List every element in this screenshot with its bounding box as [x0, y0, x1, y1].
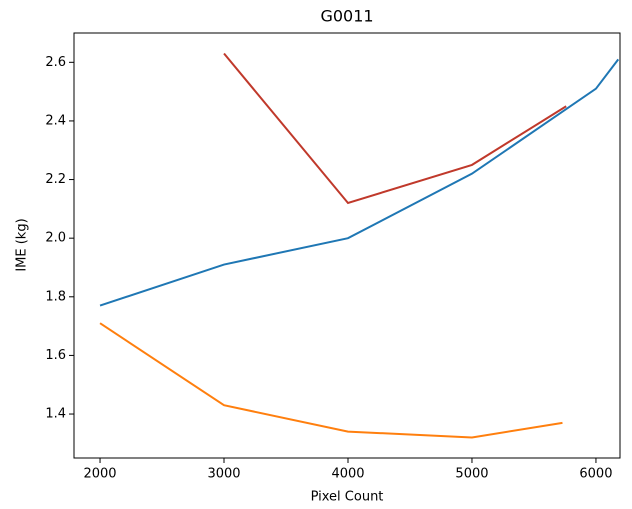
x-tick-label: 6000 [579, 467, 612, 482]
plot-frame [73, 32, 621, 459]
x-tick-label: 5000 [455, 467, 488, 482]
line-series [99, 58, 620, 307]
x-tick-label: 3000 [207, 467, 240, 482]
y-tick-label: 1.6 [45, 348, 66, 363]
line-series [99, 322, 563, 439]
chart-title: G0011 [320, 7, 373, 26]
y-axis-label: IME (kg) [15, 218, 30, 271]
x-axis-label: Pixel Count [311, 490, 384, 505]
y-tick-label: 1.8 [45, 289, 66, 304]
y-tick-label: 2.2 [45, 172, 66, 187]
x-tick-label: 4000 [331, 467, 364, 482]
x-tick-label: 2000 [83, 467, 116, 482]
y-tick-label: 2.6 [45, 55, 66, 70]
y-tick-label: 1.4 [45, 407, 66, 422]
y-tick-label: 2.4 [45, 113, 66, 128]
y-tick-label: 2.0 [45, 231, 66, 246]
line-series [223, 52, 567, 205]
